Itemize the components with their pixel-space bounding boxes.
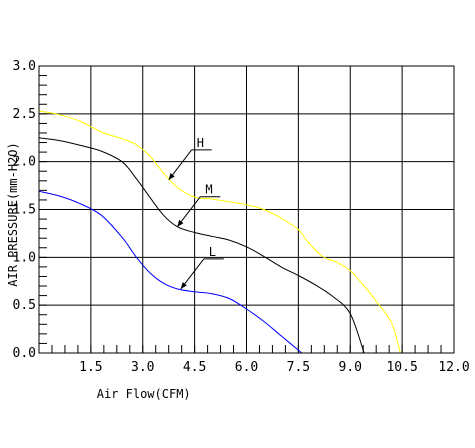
y-tick-label: 0.5 bbox=[13, 298, 36, 313]
curve-l bbox=[38, 190, 303, 354]
annotation-l: L bbox=[180, 245, 224, 290]
y-tick-label: 0.0 bbox=[13, 346, 36, 361]
x-axis-label: Air Flow(CFM) bbox=[97, 387, 191, 401]
curves bbox=[38, 110, 401, 354]
y-axis-label: AIR PRESSURE(mm-H2O) bbox=[6, 142, 20, 287]
tick-labels: 1.5 3.0 4.5 6.0 7.5 9.0 10.5 12.0 0.0 0.5 1.0 1.5 2.… bbox=[13, 59, 470, 375]
curve-annotations: H M L bbox=[168, 136, 224, 290]
x-tick-label: 12.0 bbox=[438, 360, 469, 375]
y-tick-label: 2.0 bbox=[13, 155, 36, 170]
x-tick-label: 9.0 bbox=[339, 360, 362, 375]
x-tick-label: 4.5 bbox=[183, 360, 206, 375]
y-tick-label: 1.5 bbox=[13, 203, 36, 218]
curve-label-l: L bbox=[209, 245, 216, 259]
curve-label-m: M bbox=[205, 183, 212, 197]
curve-h bbox=[38, 110, 401, 354]
arrowhead bbox=[168, 173, 175, 180]
x-tick-label: 6.0 bbox=[235, 360, 258, 375]
grid bbox=[39, 66, 454, 353]
y-tick-label: 3.0 bbox=[13, 59, 36, 74]
axis-ticks bbox=[39, 75, 442, 353]
y-tick-label: 2.5 bbox=[13, 107, 36, 122]
plot-frame bbox=[38, 65, 455, 354]
x-tick-label: 7.5 bbox=[287, 360, 310, 375]
x-tick-label: 10.5 bbox=[386, 360, 417, 375]
x-tick-label: 3.0 bbox=[131, 360, 154, 375]
curve-m bbox=[38, 137, 365, 354]
annotation-h: H bbox=[168, 136, 212, 181]
curve-label-h: H bbox=[197, 136, 204, 150]
x-tick-label: 1.5 bbox=[79, 360, 102, 375]
arrowhead bbox=[180, 282, 187, 289]
arrowhead bbox=[177, 219, 184, 227]
y-tick-label: 1.0 bbox=[13, 250, 36, 265]
annotation-m: M bbox=[176, 183, 221, 228]
